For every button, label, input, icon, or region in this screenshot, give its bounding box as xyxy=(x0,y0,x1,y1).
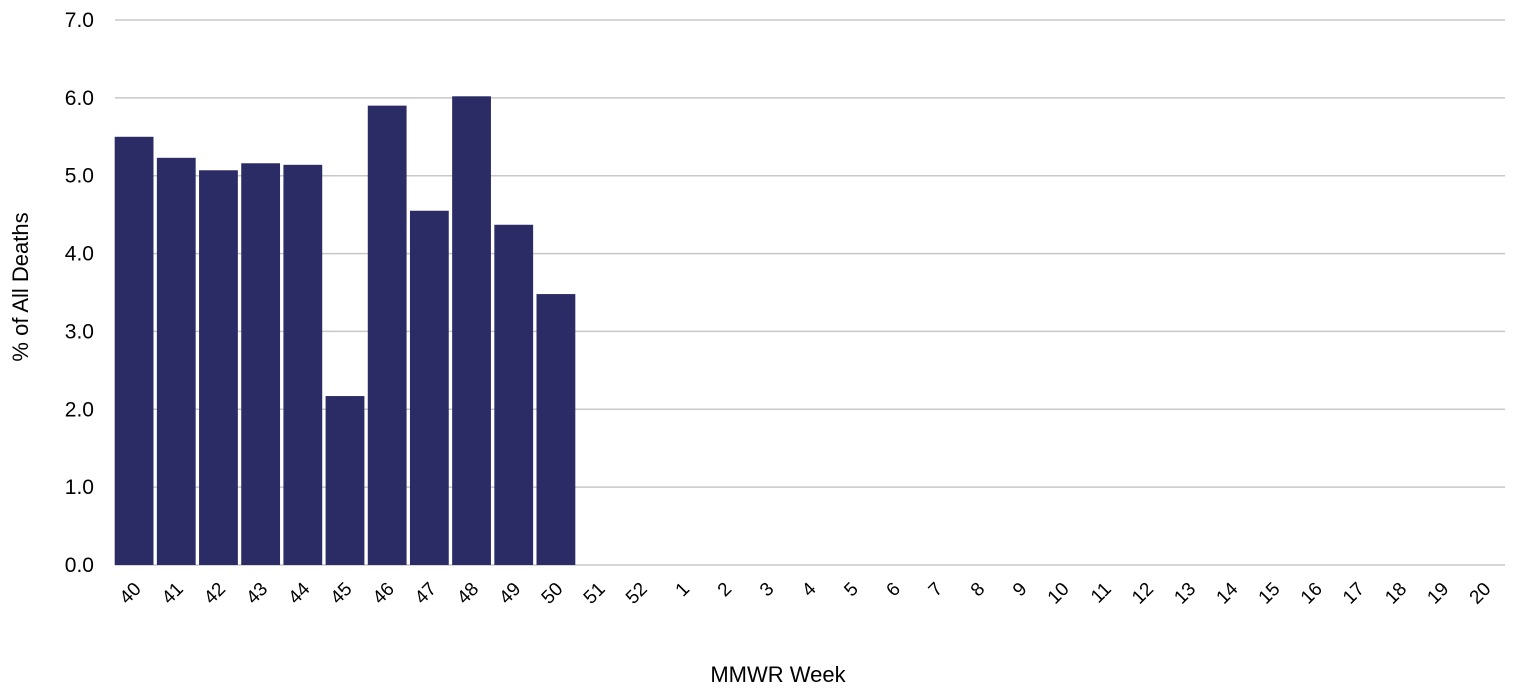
x-tick-label: 2 xyxy=(714,579,736,601)
bar-week-44 xyxy=(283,164,323,566)
x-tick-label: 12 xyxy=(1128,579,1158,609)
x-tick-label: 7 xyxy=(925,579,947,601)
x-tick-label: 17 xyxy=(1339,579,1369,609)
x-tick-label: 19 xyxy=(1423,579,1453,609)
x-axis-title: MMWR Week xyxy=(710,662,846,687)
y-axis-ticks: 0.0 1.0 2.0 3.0 4.0 5.0 6.0 7.0 xyxy=(65,9,94,577)
y-tick-label: 4.0 xyxy=(65,243,94,266)
bar-week-47 xyxy=(409,210,449,565)
x-tick-label: 45 xyxy=(327,579,357,609)
x-tick-label: 1 xyxy=(672,579,694,601)
x-tick-label: 42 xyxy=(200,579,230,609)
y-axis-title: % of All Deaths xyxy=(8,212,33,361)
bar-week-50 xyxy=(536,294,576,565)
bar-week-45 xyxy=(325,396,365,565)
x-tick-label: 18 xyxy=(1381,579,1411,609)
y-tick-label: 6.0 xyxy=(65,87,94,110)
x-tick-label: 52 xyxy=(622,579,652,609)
x-tick-label: 4 xyxy=(798,578,821,601)
x-tick-label: 16 xyxy=(1297,579,1327,609)
x-tick-label: 15 xyxy=(1255,579,1285,609)
x-tick-label: 9 xyxy=(1009,579,1031,601)
x-tick-label: 13 xyxy=(1170,579,1200,609)
x-tick-label: 5 xyxy=(840,579,862,601)
y-tick-label: 7.0 xyxy=(65,9,94,32)
x-tick-label: 8 xyxy=(967,579,989,601)
bars xyxy=(114,96,576,566)
x-tick-label: 3 xyxy=(756,579,778,601)
x-tick-label: 11 xyxy=(1087,579,1116,608)
y-tick-label: 3.0 xyxy=(65,320,94,343)
y-tick-label: 2.0 xyxy=(65,398,94,421)
x-tick-label: 41 xyxy=(158,579,188,609)
x-tick-label: 6 xyxy=(883,579,905,601)
gridlines xyxy=(115,19,1505,566)
x-tick-label: 46 xyxy=(369,579,399,609)
y-tick-label: 0.0 xyxy=(65,554,94,577)
x-tick-label: 49 xyxy=(495,579,525,609)
x-tick-label: 48 xyxy=(453,579,483,609)
x-tick-label: 20 xyxy=(1466,579,1496,609)
x-tick-label: 47 xyxy=(411,579,441,609)
bar-week-46 xyxy=(367,105,407,566)
bar-week-49 xyxy=(494,224,534,565)
x-tick-label: 40 xyxy=(116,579,146,609)
x-tick-label: 10 xyxy=(1044,579,1074,609)
x-tick-label: 44 xyxy=(285,578,315,608)
x-tick-label: 50 xyxy=(538,579,568,609)
bar-week-48 xyxy=(452,96,491,566)
bar-week-42 xyxy=(199,170,238,565)
x-axis-ticks: 40 41 42 43 44 45 46 47 48 49 50 51 52 1 2 3 4 5 6 7 8 9 10 11 1… xyxy=(116,578,1496,608)
x-tick-label: 43 xyxy=(242,579,272,609)
y-tick-label: 1.0 xyxy=(65,476,94,499)
bar-week-43 xyxy=(241,163,281,565)
y-tick-label: 5.0 xyxy=(65,165,94,188)
x-tick-label: 14 xyxy=(1213,578,1243,608)
bar-week-41 xyxy=(156,157,196,566)
bar-week-40 xyxy=(114,136,154,566)
x-tick-label: 51 xyxy=(580,579,610,609)
